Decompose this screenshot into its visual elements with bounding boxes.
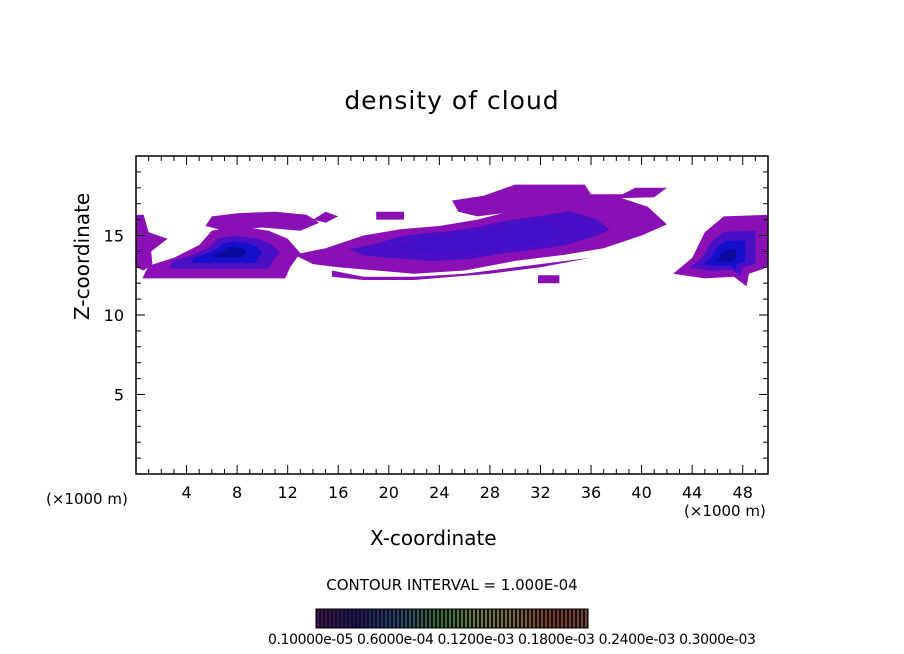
x-tick-label: 8 <box>232 483 242 502</box>
colorbar-labels: 0.10000e-05 0.6000e-04 0.1200e-03 0.1800… <box>268 632 756 648</box>
cloud-region-small-bottom <box>538 275 560 284</box>
x-tick-label: 28 <box>480 483 500 502</box>
y-axis-ticks: 5 10 15 <box>104 171 768 459</box>
x-tick-label: 20 <box>379 483 399 502</box>
cloud-region-left-edge <box>136 214 168 271</box>
x-tick-label: 36 <box>581 483 601 502</box>
x-tick-label: 44 <box>682 483 702 502</box>
x-tick-label: 40 <box>631 483 651 502</box>
cloud-region-upper-left-layer <box>205 211 320 231</box>
plot-frame <box>135 155 769 475</box>
x-tick-label: 48 <box>733 483 753 502</box>
cloud-core-middle-band <box>394 221 563 254</box>
x-unit-right: (×1000 m) <box>684 502 766 520</box>
colorbar-background <box>316 609 588 628</box>
y-tick-label: 5 <box>114 386 124 405</box>
x-tick-label: 12 <box>278 483 298 502</box>
x-tick-label: 16 <box>328 483 348 502</box>
cloud-core-right-edge <box>714 249 736 264</box>
x-axis-ticks: 4 8 12 16 20 24 28 32 36 40 44 48 <box>148 156 756 502</box>
x-unit-left: (×1000 m) <box>46 490 128 508</box>
x-tick-label: 24 <box>429 483 449 502</box>
chart-title: density of cloud <box>344 86 560 115</box>
colorbar <box>315 608 589 629</box>
cloud-contours <box>136 184 768 287</box>
y-tick-label: 10 <box>104 306 124 325</box>
contour-interval: CONTOUR INTERVAL = 1.000E-04 <box>326 576 578 594</box>
colorbar-border <box>315 608 589 629</box>
x-axis-label: X-coordinate <box>370 526 497 550</box>
cloud-core-lower-left-layer <box>211 246 247 258</box>
cloud-region-upper-top-small <box>313 211 339 223</box>
cloud-region-top-center <box>452 184 667 217</box>
y-tick-label: 15 <box>104 227 124 246</box>
x-tick-label: 32 <box>530 483 550 502</box>
x-tick-label: 4 <box>181 483 191 502</box>
cloud-region-small-upper-left <box>376 211 404 220</box>
y-axis-label: Z-coordinate <box>70 192 94 320</box>
cloud-region-middle-lower <box>331 257 591 280</box>
